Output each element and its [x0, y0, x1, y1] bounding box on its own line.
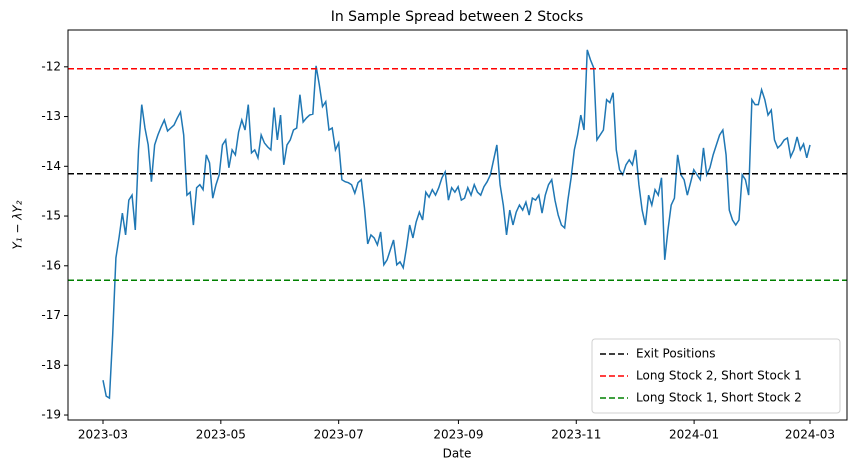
y-tick-label: -16 — [41, 258, 61, 272]
y-tick-label: -17 — [41, 308, 61, 322]
x-tick-label: 2024-01 — [669, 428, 719, 442]
x-tick-label: 2023-11 — [551, 428, 601, 442]
y-axis-label: Y₁ − λY₂ — [11, 200, 25, 249]
legend-label: Long Stock 1, Short Stock 2 — [636, 391, 802, 405]
x-tick-label: 2023-05 — [196, 428, 246, 442]
y-tick-label: -12 — [41, 59, 61, 73]
y-tick-label: -19 — [41, 408, 61, 422]
x-axis-label: Date — [443, 447, 472, 461]
y-tick-label: -13 — [41, 109, 61, 123]
y-tick-label: -15 — [41, 209, 61, 223]
legend-label: Long Stock 2, Short Stock 1 — [636, 369, 802, 383]
x-tick-label: 2023-03 — [78, 428, 128, 442]
legend-label: Exit Positions — [636, 347, 716, 361]
x-tick-label: 2023-09 — [433, 428, 483, 442]
x-tick-label: 2024-03 — [785, 428, 835, 442]
y-tick-label: -18 — [41, 358, 61, 372]
x-tick-label: 2023-07 — [314, 428, 364, 442]
legend-box — [591, 338, 841, 414]
spread-line — [102, 49, 811, 400]
chart-title: In Sample Spread between 2 Stocks — [331, 9, 584, 25]
y-tick-label: -14 — [41, 159, 61, 173]
plot-frame — [67, 29, 848, 421]
